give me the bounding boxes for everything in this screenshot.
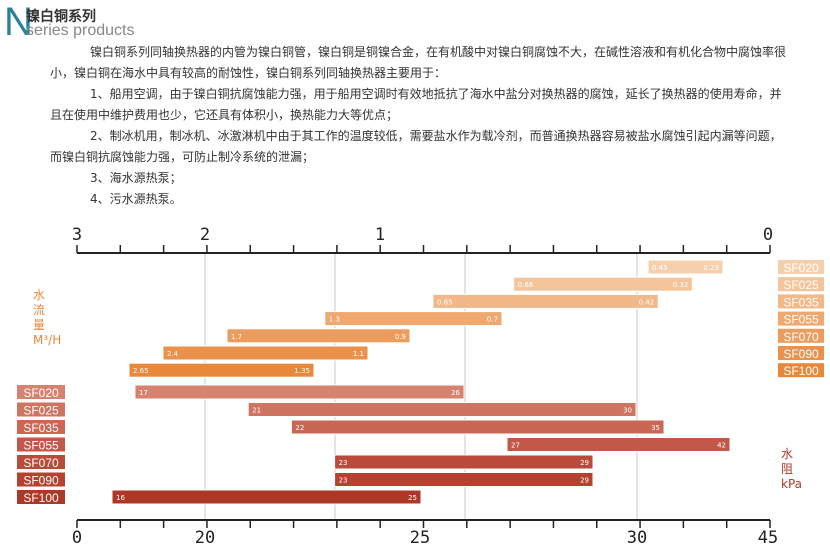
- paragraph-use-1: 1、船用空调，由于镍白铜抗腐蚀能力强，用于船用空调时有效地抵抗了海水中盐分对换热…: [50, 87, 782, 122]
- resistance-bar-min-label: 22: [295, 424, 304, 432]
- resistance-bar-max-label: 35: [651, 424, 660, 432]
- flow-bar-max-label: 0.85: [437, 298, 453, 306]
- resistance-bar: [334, 454, 594, 470]
- resistance-bar-max-label: 29: [580, 459, 589, 467]
- flow-bar: [226, 328, 411, 344]
- resistance-model-badge: [17, 490, 65, 504]
- resistance-model-badge: [17, 472, 65, 487]
- resistance-model-badge: [17, 437, 65, 452]
- paragraph-intro: 镍白铜系列同轴换热器的内管为镍白铜管，镍白铜是铜镍合金，在有机酸中对镍白铜腐蚀不…: [50, 45, 787, 80]
- resistance-bar-min-label: 27: [511, 442, 520, 450]
- flow-bar-min-label: 0.42: [639, 298, 655, 306]
- flow-bar: [162, 345, 369, 361]
- resistance-model-label: SF035: [23, 421, 59, 435]
- resistance-bar: [134, 384, 465, 400]
- resistance-model-badge: [17, 420, 65, 434]
- top-axis-tick-label: 3: [72, 225, 82, 245]
- flow-bar-min-label: 0.9: [395, 333, 406, 341]
- resistance-bar: [334, 472, 594, 487]
- resistance-model-badge: [17, 385, 65, 399]
- resistance-bar-max-label: 29: [580, 477, 589, 485]
- flow-model-label: SF070: [783, 330, 819, 344]
- flow-model-label: SF035: [783, 295, 819, 309]
- bottom-axis-tick-label: 0: [72, 528, 82, 548]
- flow-model-label: SF020: [783, 261, 819, 275]
- flow-bar-max-label: 1.7: [231, 333, 242, 341]
- flow-bar: [128, 362, 315, 378]
- resistance-bar: [111, 489, 422, 505]
- description: 镍白铜系列同轴换热器的内管为镍白铜管，镍白铜是铜镍合金，在有机酸中对镍白铜腐蚀不…: [50, 42, 790, 210]
- bottom-axis-title: 水阻 kPa: [781, 447, 802, 491]
- resistance-bar-max-label: 25: [408, 494, 417, 502]
- flow-model-badge: [778, 328, 824, 343]
- paragraph-use-2: 2、制冰机用，制冰机、冰激淋机中由于其工作的温度较低，需要盐水作为载冷剂，而普通…: [50, 129, 782, 164]
- resistance-bar-min-label: 23: [339, 477, 348, 485]
- bottom-axis-tick-label: 25: [410, 528, 430, 548]
- resistance-model-label: SF055: [23, 439, 59, 453]
- page-subtitle: series products: [26, 22, 135, 39]
- resistance-model-label: SF100: [23, 491, 59, 505]
- resistance-model-badge: [17, 455, 65, 469]
- resistance-model-label: SF090: [23, 474, 59, 488]
- flow-bar: [432, 293, 659, 309]
- resistance-bar-min-label: 16: [116, 494, 125, 502]
- flow-bar-min-label: 0.23: [703, 264, 719, 272]
- page-title: 镍白铜系列: [26, 9, 96, 25]
- flow-bar-max-label: 0.45: [652, 264, 668, 272]
- bottom-axis-tick-label: 30: [627, 528, 647, 548]
- bottom-axis-tick-label: 45: [758, 528, 778, 548]
- paragraph-use-3: 3、海水源热泵；: [90, 171, 182, 185]
- paragraph-use-4: 4、污水源热泵。: [90, 192, 182, 206]
- flow-bar-max-label: 2.65: [133, 367, 149, 375]
- top-axis-tick-label: 1: [375, 225, 385, 245]
- top-axis-tick-label: 2: [200, 225, 210, 245]
- resistance-bar-min-label: 17: [139, 389, 148, 397]
- top-axis-tick-label: 0: [763, 225, 773, 245]
- flow-model-label: SF100: [783, 364, 819, 378]
- flow-model-badge: [778, 294, 824, 309]
- flow-bar-max-label: 0.68: [518, 281, 534, 289]
- resistance-bar: [247, 402, 637, 417]
- logo-letter: N: [4, 0, 33, 44]
- resistance-model-label: SF020: [23, 386, 59, 400]
- bottom-axis-tick-label: 20: [195, 528, 215, 548]
- flow-bar-min-label: 0.7: [487, 316, 498, 324]
- flow-bar: [513, 276, 693, 292]
- resistance-bar-max-label: 30: [623, 407, 632, 415]
- flow-model-badge: [778, 260, 824, 274]
- flow-bar: [324, 311, 503, 327]
- resistance-bar-max-label: 42: [717, 442, 726, 450]
- flow-model-label: SF090: [783, 347, 819, 361]
- resistance-bar-max-label: 26: [451, 389, 460, 397]
- flow-model-label: SF055: [783, 313, 819, 327]
- flow-bar: [647, 259, 724, 275]
- resistance-model-label: SF025: [23, 404, 59, 418]
- flow-bar-min-label: 0.32: [673, 281, 689, 289]
- resistance-bar: [290, 419, 665, 435]
- resistance-bar: [506, 437, 731, 452]
- flow-model-badge: [778, 277, 824, 292]
- flow-bar-min-label: 1.1: [353, 350, 364, 358]
- resistance-bar-min-label: 21: [252, 407, 261, 415]
- flow-model-badge: [778, 311, 824, 326]
- resistance-model-label: SF070: [23, 456, 59, 470]
- resistance-bar-min-label: 23: [339, 459, 348, 467]
- flow-bar-max-label: 1.3: [329, 316, 340, 324]
- flow-model-badge: [778, 346, 824, 360]
- top-axis-title: 水流量 M³/H: [33, 288, 62, 347]
- flow-bar-min-label: 1.35: [294, 367, 310, 375]
- flow-model-badge: [778, 363, 824, 378]
- flow-model-label: SF025: [783, 278, 819, 292]
- resistance-model-badge: [17, 402, 65, 417]
- flow-bar-max-label: 2.4: [167, 350, 179, 358]
